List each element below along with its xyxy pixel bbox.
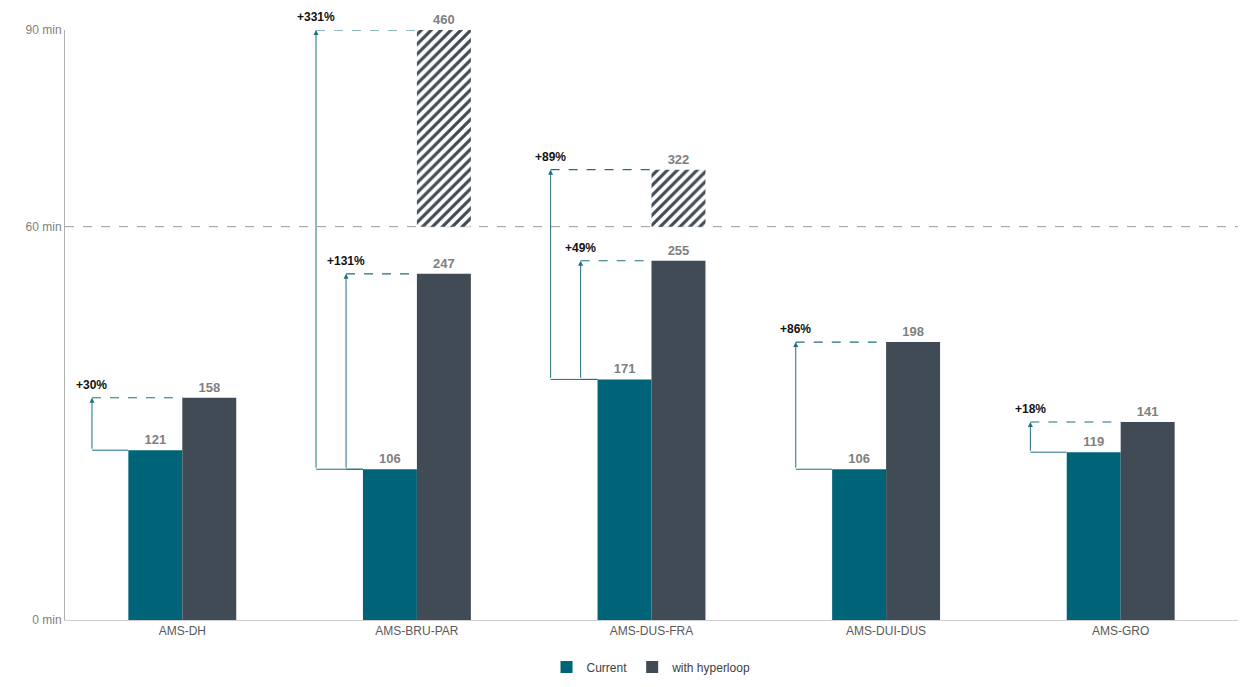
svg-text:171: 171 bbox=[614, 361, 636, 376]
svg-text:255: 255 bbox=[668, 243, 690, 258]
svg-text:106: 106 bbox=[848, 451, 870, 466]
svg-text:with hyperloop: with hyperloop bbox=[671, 661, 750, 675]
svg-text:0 min: 0 min bbox=[32, 613, 61, 627]
svg-text:+86%: +86% bbox=[780, 322, 811, 336]
svg-text:+18%: +18% bbox=[1015, 402, 1046, 416]
svg-text:119: 119 bbox=[1083, 434, 1104, 449]
svg-text:AMS-DH: AMS-DH bbox=[159, 624, 206, 638]
svg-text:+89%: +89% bbox=[535, 150, 566, 164]
svg-text:Current: Current bbox=[587, 661, 628, 675]
svg-text:+331%: +331% bbox=[297, 10, 335, 24]
svg-text:AMS-GRO: AMS-GRO bbox=[1092, 624, 1149, 638]
svg-text:247: 247 bbox=[433, 256, 455, 271]
svg-text:90 min: 90 min bbox=[26, 23, 62, 37]
svg-text:198: 198 bbox=[902, 324, 924, 339]
svg-text:106: 106 bbox=[379, 451, 401, 466]
svg-text:+131%: +131% bbox=[327, 254, 365, 268]
svg-text:60 min: 60 min bbox=[26, 220, 62, 234]
svg-text:AMS-DUI-DUS: AMS-DUI-DUS bbox=[846, 624, 926, 638]
svg-text:+49%: +49% bbox=[565, 241, 596, 255]
svg-text:AMS-BRU-PAR: AMS-BRU-PAR bbox=[375, 624, 458, 638]
svg-text:+30%: +30% bbox=[76, 378, 107, 392]
svg-text:141: 141 bbox=[1137, 404, 1159, 419]
svg-text:460: 460 bbox=[433, 12, 455, 27]
svg-text:121: 121 bbox=[144, 432, 166, 447]
svg-text:322: 322 bbox=[668, 152, 690, 167]
svg-text:158: 158 bbox=[198, 380, 220, 395]
svg-text:AMS-DUS-FRA: AMS-DUS-FRA bbox=[610, 624, 693, 638]
